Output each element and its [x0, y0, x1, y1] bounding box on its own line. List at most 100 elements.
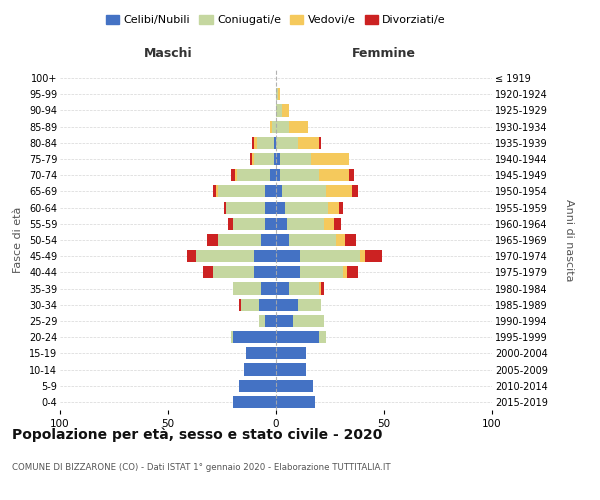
Bar	[347, 266, 358, 278]
Y-axis label: Fasce di età: Fasce di età	[13, 207, 23, 273]
Bar	[254, 153, 274, 165]
Bar	[298, 298, 322, 311]
Bar	[246, 348, 276, 360]
Bar	[283, 186, 326, 198]
Bar	[239, 380, 276, 392]
Bar	[276, 298, 298, 311]
Bar	[269, 169, 276, 181]
Bar	[276, 120, 289, 132]
Bar	[319, 169, 349, 181]
Bar	[218, 234, 261, 246]
Bar	[300, 266, 343, 278]
Bar	[207, 234, 218, 246]
Bar	[289, 120, 308, 132]
Bar	[337, 234, 345, 246]
Bar	[229, 218, 233, 230]
Bar	[276, 186, 283, 198]
Bar	[214, 186, 215, 198]
Bar	[218, 186, 265, 198]
Bar	[328, 202, 338, 213]
Bar	[326, 186, 352, 198]
Bar	[241, 298, 259, 311]
Bar	[224, 202, 226, 213]
Bar	[311, 153, 349, 165]
Bar	[276, 202, 284, 213]
Bar	[276, 348, 306, 360]
Text: COMUNE DI BIZZARONE (CO) - Dati ISTAT 1° gennaio 2020 - Elaborazione TUTTITALIA.: COMUNE DI BIZZARONE (CO) - Dati ISTAT 1°…	[12, 462, 391, 471]
Bar	[244, 364, 276, 376]
Bar	[319, 331, 326, 343]
Bar	[276, 266, 300, 278]
Bar	[230, 169, 235, 181]
Bar	[274, 153, 276, 165]
Bar	[293, 315, 323, 327]
Bar	[283, 104, 289, 117]
Bar	[265, 218, 276, 230]
Bar	[300, 250, 360, 262]
Bar	[319, 282, 322, 294]
Bar	[254, 250, 276, 262]
Bar	[215, 186, 218, 198]
Bar	[272, 120, 276, 132]
Bar	[276, 364, 306, 376]
Bar	[233, 396, 276, 408]
Bar	[269, 120, 272, 132]
Bar	[254, 266, 276, 278]
Bar	[276, 282, 289, 294]
Bar	[343, 266, 347, 278]
Bar	[250, 153, 252, 165]
Bar	[276, 396, 315, 408]
Bar	[239, 298, 241, 311]
Bar	[252, 137, 254, 149]
Bar	[233, 331, 276, 343]
Bar	[276, 315, 293, 327]
Bar	[274, 137, 276, 149]
Bar	[259, 298, 276, 311]
Bar	[365, 250, 382, 262]
Bar	[284, 202, 328, 213]
Bar	[280, 153, 311, 165]
Bar	[265, 202, 276, 213]
Bar	[214, 266, 254, 278]
Bar	[230, 331, 233, 343]
Bar	[319, 137, 322, 149]
Bar	[352, 186, 358, 198]
Bar	[287, 218, 323, 230]
Bar	[276, 380, 313, 392]
Bar	[261, 234, 276, 246]
Bar	[196, 250, 254, 262]
Bar	[345, 234, 356, 246]
Bar	[252, 153, 254, 165]
Bar	[349, 169, 354, 181]
Bar	[276, 104, 283, 117]
Bar	[322, 282, 323, 294]
Bar	[237, 169, 269, 181]
Text: Popolazione per età, sesso e stato civile - 2020: Popolazione per età, sesso e stato civil…	[12, 428, 382, 442]
Bar	[289, 282, 319, 294]
Bar	[276, 169, 280, 181]
Bar	[259, 315, 265, 327]
Bar	[276, 250, 300, 262]
Bar	[276, 137, 298, 149]
Legend: Celibi/Nubili, Coniugati/e, Vedovi/e, Divorziati/e: Celibi/Nubili, Coniugati/e, Vedovi/e, Di…	[101, 10, 451, 30]
Y-axis label: Anni di nascita: Anni di nascita	[565, 198, 574, 281]
Bar	[233, 218, 265, 230]
Bar	[360, 250, 365, 262]
Bar	[276, 88, 278, 101]
Bar	[338, 202, 343, 213]
Bar	[298, 137, 319, 149]
Bar	[261, 282, 276, 294]
Bar	[257, 137, 274, 149]
Bar	[276, 153, 280, 165]
Bar	[265, 315, 276, 327]
Bar	[334, 218, 341, 230]
Bar	[187, 250, 196, 262]
Bar	[276, 331, 319, 343]
Bar	[289, 234, 337, 246]
Bar	[254, 137, 257, 149]
Bar	[265, 186, 276, 198]
Bar	[203, 266, 214, 278]
Bar	[323, 218, 334, 230]
Text: Maschi: Maschi	[143, 48, 193, 60]
Bar	[276, 234, 289, 246]
